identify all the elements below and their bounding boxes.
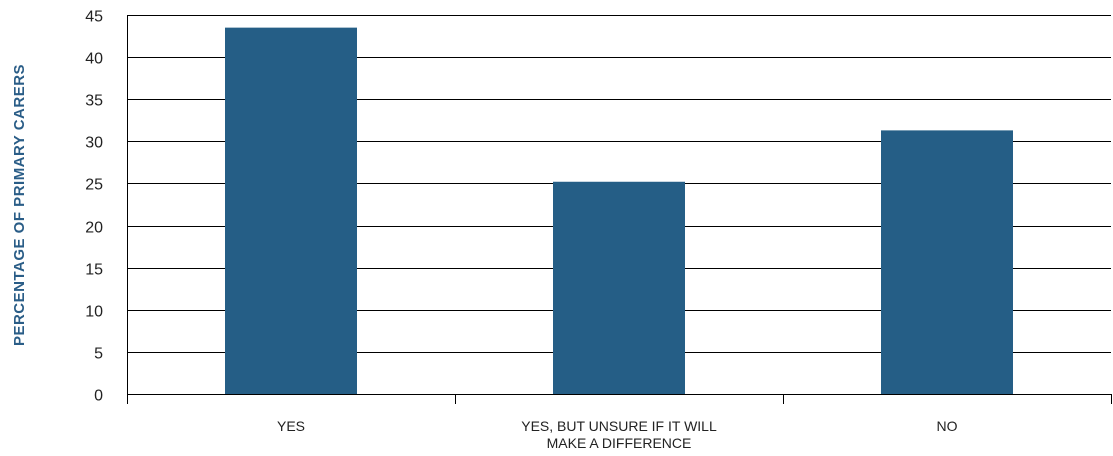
y-tick-label: 30 [85, 135, 103, 152]
x-tick-label: YES, BUT UNSURE IF IT WILL MAKE A DIFFERE… [521, 418, 717, 451]
y-tick-label: 35 [85, 93, 103, 110]
x-tick-labels: YES YES, BUT UNSURE IF IT WILL MAKE A DIFF… [277, 418, 958, 451]
y-tick-label: 20 [85, 220, 103, 237]
y-tick-label: 15 [85, 262, 103, 279]
y-tick-label: 40 [85, 51, 103, 68]
bar [553, 181, 685, 394]
bar [225, 27, 357, 395]
y-tick-label: 25 [85, 177, 103, 194]
y-tick-label: 5 [94, 346, 103, 363]
y-tick-labels: 0 5 10 15 20 25 30 35 40 45 [85, 9, 103, 405]
axes [127, 15, 1112, 404]
x-tick-label: YES [277, 418, 305, 434]
bars [225, 27, 1013, 395]
y-tick-label: 0 [94, 388, 103, 405]
bar [881, 130, 1013, 394]
x-tick-label: NO [937, 418, 958, 434]
y-tick-label: 45 [85, 9, 103, 26]
y-axis-label: PERCENTAGE OF PRIMARY CARERS [11, 64, 28, 346]
y-tick-label: 10 [85, 304, 103, 321]
